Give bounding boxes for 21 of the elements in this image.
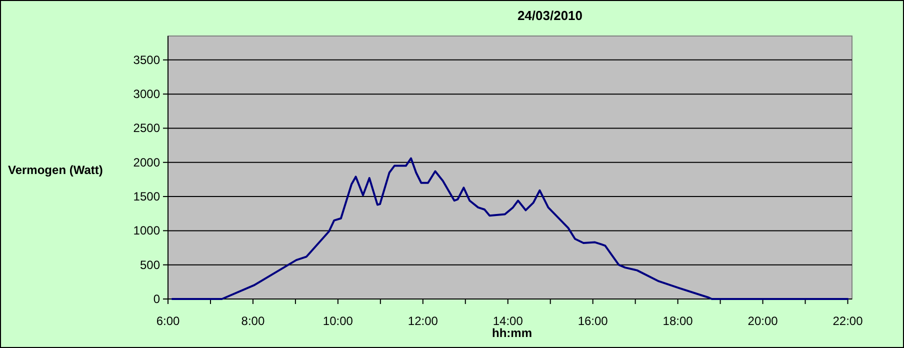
x-tick-label: 12:00 <box>408 314 438 328</box>
line-series <box>171 157 849 300</box>
y-tick-label: 2000 <box>133 155 160 170</box>
y-axis-title: Vermogen (Watt) <box>8 163 103 177</box>
y-tick-label: 1500 <box>133 190 160 204</box>
x-tick-label: 16:00 <box>578 314 608 328</box>
x-tick-label: 18:00 <box>662 314 694 328</box>
x-tick-label: 10:00 <box>322 314 354 328</box>
y-tick-label: 3500 <box>133 52 160 67</box>
y-tick-label: 3000 <box>133 87 160 102</box>
x-tick-label: 20:00 <box>748 314 778 328</box>
x-tick-label: 6:00 <box>156 314 180 328</box>
y-tick-label: 2500 <box>133 121 160 136</box>
y-tick-label: 0 <box>153 292 160 306</box>
x-axis-title: hh:mm <box>492 326 532 340</box>
chart-title: 24/03/2010 <box>517 8 583 23</box>
y-tick-label: 500 <box>140 258 160 272</box>
x-tick-label: 22:00 <box>832 314 864 328</box>
x-tick-label: 8:00 <box>241 314 265 328</box>
y-tick-label: 1000 <box>133 224 160 238</box>
x-tick-label: 14:00 <box>492 314 524 328</box>
